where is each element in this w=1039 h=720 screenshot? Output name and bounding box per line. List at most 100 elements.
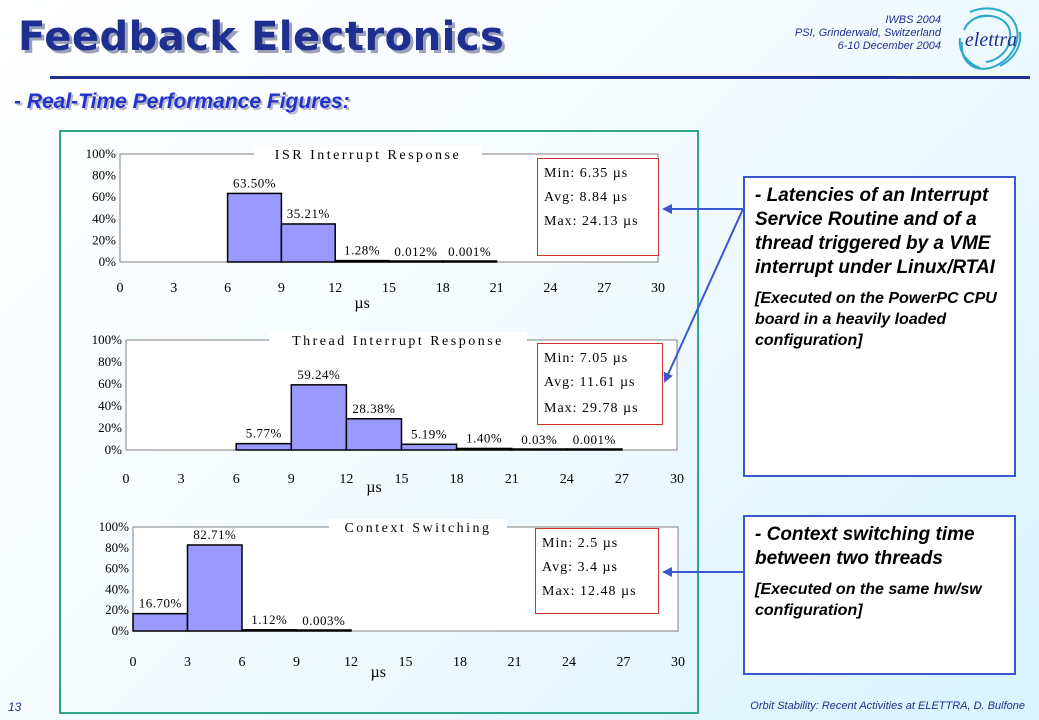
x-tick-label: 24	[562, 655, 576, 670]
x-tick-label: 6	[239, 655, 246, 670]
bar-data-label: 0.03%	[521, 432, 557, 447]
thread-max: Max: 29.78 µs	[544, 401, 639, 416]
histogram-bar	[280, 223, 336, 263]
x-tick-label: 30	[671, 655, 685, 670]
x-tick-label: 27	[597, 281, 611, 296]
x-tick-label: 0	[123, 472, 130, 487]
x-tick-label: 0	[117, 281, 124, 296]
x-tick-label: 12	[328, 281, 342, 296]
elettra-logo: elettra	[958, 7, 1022, 70]
y-tick-label: 80%	[105, 540, 129, 555]
bar-data-label: 1.12%	[251, 612, 287, 627]
context-callout-note: [Executed on the same hw/sw configuratio…	[755, 581, 982, 619]
bar-data-label: 0.001%	[573, 432, 616, 447]
x-tick-label: 12	[344, 655, 358, 670]
bar-data-label: 0.012%	[394, 244, 437, 259]
conference-info: IWBS 2004 PSI, Grinderwald, Switzerland …	[795, 14, 941, 53]
histogram-bar	[132, 612, 189, 632]
y-tick-label: 80%	[92, 168, 116, 183]
page-number: 13	[8, 700, 22, 714]
y-tick-label: 60%	[92, 189, 116, 204]
histogram-bar	[566, 448, 623, 451]
x-tick-label: 15	[399, 655, 413, 670]
context-callout: - Context switching time between two thr…	[743, 515, 1016, 675]
context-min: Min: 2.5 µs	[542, 536, 619, 551]
isr-stats-box: Min: 6.35 µs Avg: 8.84 µs Max: 24.13 µs	[537, 158, 659, 256]
conference-dates: 6-10 December 2004	[837, 40, 941, 52]
chart-title-bg	[329, 519, 507, 535]
bar-data-label: 1.28%	[344, 243, 380, 258]
x-tick-label: 3	[178, 472, 185, 487]
x-tick-label: 27	[615, 472, 629, 487]
x-axis-label: µs	[366, 479, 381, 496]
chart-title-bg	[254, 146, 482, 162]
y-tick-label: 0%	[105, 442, 123, 457]
latency-callout-text: - Latencies of an Interrupt Service Rout…	[755, 185, 995, 278]
y-tick-label: 60%	[98, 376, 122, 391]
x-tick-label: 30	[670, 472, 684, 487]
histogram-bar	[186, 544, 243, 632]
x-tick-label: 27	[617, 655, 631, 670]
x-tick-label: 3	[184, 655, 191, 670]
histogram-bar	[295, 629, 352, 632]
slide-title: Feedback Electronics	[18, 14, 505, 60]
y-tick-label: 100%	[92, 332, 123, 347]
x-tick-label: 21	[490, 281, 504, 296]
chart-title: Thread Interrupt Response	[292, 334, 504, 349]
section-subtitle: - Real-Time Performance Figures:	[14, 90, 350, 113]
isr-min: Min: 6.35 µs	[544, 166, 629, 181]
y-tick-label: 0%	[99, 254, 117, 269]
chart-title: Context Switching	[344, 521, 491, 536]
bar-data-label: 0.003%	[302, 613, 345, 628]
x-tick-label: 12	[339, 472, 353, 487]
thread-avg: Avg: 11.61 µs	[544, 375, 636, 390]
y-tick-label: 20%	[98, 420, 122, 435]
thread-stats-box: Min: 7.05 µs Avg: 11.61 µs Max: 29.78 µs	[537, 343, 663, 425]
x-tick-label: 21	[508, 655, 522, 670]
y-tick-label: 20%	[92, 232, 116, 247]
x-tick-label: 15	[395, 472, 409, 487]
bar-data-label: 0.001%	[448, 244, 491, 259]
y-tick-label: 40%	[92, 211, 116, 226]
x-tick-label: 24	[543, 281, 557, 296]
chart-title-bg	[269, 332, 527, 348]
bar-data-label: 35.21%	[287, 206, 330, 221]
context-callout-text: - Context switching time between two thr…	[755, 524, 975, 569]
bar-data-label: 5.19%	[411, 426, 447, 441]
y-tick-label: 60%	[105, 561, 129, 576]
footer-text: Orbit Stability: Recent Activities at EL…	[750, 700, 1025, 712]
y-tick-label: 80%	[98, 354, 122, 369]
y-tick-label: 40%	[98, 398, 122, 413]
x-tick-label: 18	[450, 472, 464, 487]
x-tick-label: 15	[382, 281, 396, 296]
histogram-bar	[226, 192, 283, 263]
histogram-bar	[455, 447, 513, 451]
x-tick-label: 9	[278, 281, 285, 296]
conference-name: IWBS 2004	[885, 14, 941, 26]
histogram-bar	[334, 259, 390, 263]
conference-location: PSI, Grinderwald, Switzerland	[794, 27, 941, 39]
histogram-bar	[235, 442, 293, 451]
y-tick-label: 0%	[112, 623, 130, 638]
context-avg: Avg: 3.4 µs	[542, 560, 618, 575]
latency-callout-note: [Executed on the PowerPC CPU board in a …	[755, 290, 997, 349]
x-tick-label: 30	[651, 281, 665, 296]
x-axis-label: µs	[371, 664, 386, 681]
bar-data-label: 63.50%	[233, 175, 276, 190]
y-tick-label: 100%	[86, 146, 117, 161]
latency-callout: - Latencies of an Interrupt Service Rout…	[743, 176, 1016, 477]
y-tick-label: 20%	[105, 602, 129, 617]
x-tick-label: 21	[505, 472, 519, 487]
charts-frame	[59, 130, 699, 714]
isr-max: Max: 24.13 µs	[544, 214, 639, 229]
bar-data-label: 16.70%	[139, 596, 182, 611]
histogram-bar	[442, 260, 498, 263]
bar-data-label: 59.24%	[297, 367, 340, 382]
x-tick-label: 18	[453, 655, 467, 670]
chart-title: ISR Interrupt Response	[275, 148, 461, 163]
context-stats-box: Min: 2.5 µs Avg: 3.4 µs Max: 12.48 µs	[535, 528, 659, 614]
x-tick-label: 18	[436, 281, 450, 296]
histogram-bar	[388, 260, 444, 263]
x-tick-label: 3	[170, 281, 177, 296]
bar-data-label: 82.71%	[193, 527, 236, 542]
